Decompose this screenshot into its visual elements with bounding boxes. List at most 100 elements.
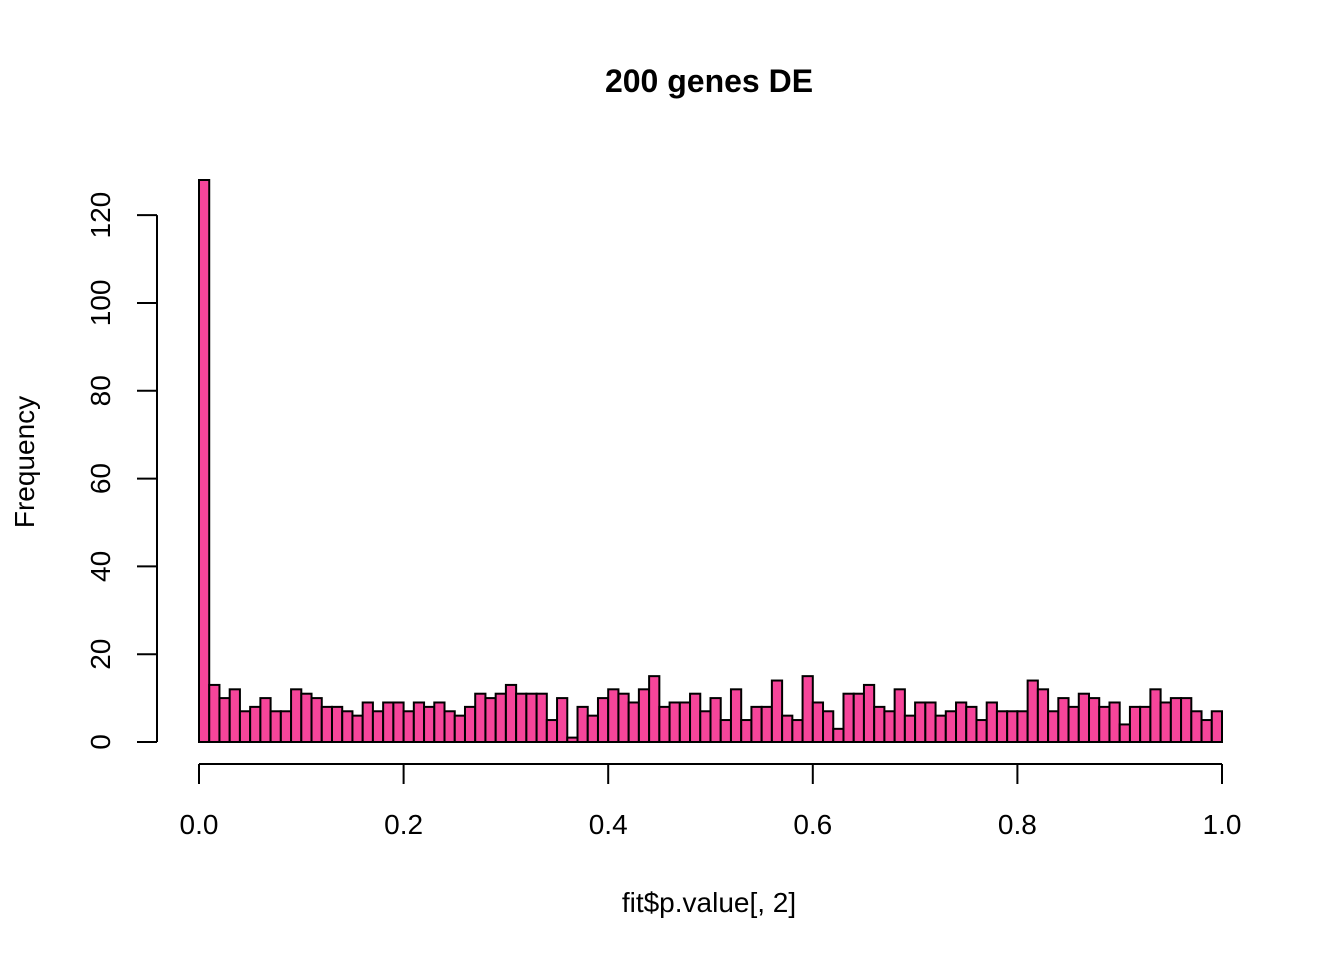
- histogram-bar: [637, 688, 651, 743]
- histogram-bar: [423, 705, 436, 743]
- histogram-bar: [330, 705, 344, 743]
- y-axis-label: Frequency: [9, 396, 40, 528]
- histogram-bar: [443, 710, 456, 743]
- histogram-bar: [402, 710, 415, 743]
- histogram-bar: [832, 727, 845, 743]
- histogram-bar: [1200, 719, 1213, 743]
- histogram-bar: [944, 710, 958, 743]
- histogram-bar: [474, 692, 487, 743]
- histogram-bar: [1067, 705, 1080, 743]
- histogram-bar: [1077, 692, 1091, 743]
- histogram-bar: [607, 688, 620, 743]
- histogram-bar: [412, 701, 426, 743]
- x-tick-label: 0.8: [998, 809, 1037, 840]
- histogram-bar: [504, 683, 518, 743]
- histogram-bar: [1169, 697, 1183, 743]
- histogram-bar: [1026, 679, 1039, 743]
- histogram-bar: [699, 710, 712, 743]
- histogram-bar: [760, 705, 773, 743]
- histogram-bar: [627, 701, 640, 743]
- histogram-bar: [1118, 723, 1131, 743]
- histogram-bar: [822, 710, 835, 743]
- y-tick-label: 20: [85, 639, 116, 670]
- histogram-bar: [556, 697, 569, 743]
- histogram-bar: [269, 710, 282, 743]
- y-tick-label: 80: [85, 375, 116, 406]
- histogram-bar: [985, 701, 998, 743]
- histogram-bar: [545, 719, 559, 743]
- histogram-bar: [535, 692, 548, 743]
- histogram-bar: [729, 688, 743, 743]
- y-tick-label: 120: [85, 192, 116, 239]
- histogram-bar: [249, 705, 262, 743]
- histogram-bar: [852, 692, 865, 743]
- histogram-bar: [279, 710, 293, 743]
- histogram-bar: [811, 701, 825, 743]
- histogram-bar: [903, 714, 917, 743]
- histogram-bar: [341, 710, 354, 743]
- histogram-bar: [208, 683, 221, 743]
- histogram-bar: [494, 692, 507, 743]
- histogram-bar: [576, 705, 589, 743]
- histogram-bar: [709, 697, 722, 743]
- histogram-bar: [310, 697, 323, 743]
- histogram-bar: [719, 719, 732, 743]
- histogram-bar: [648, 675, 661, 743]
- histogram-bar: [617, 692, 630, 743]
- histogram-bar: [965, 705, 978, 743]
- histogram-bar: [883, 710, 896, 743]
- histogram-bar: [433, 701, 446, 743]
- histogram-bar: [740, 719, 753, 743]
- histogram-bar: [689, 692, 702, 743]
- histogram-bar: [371, 710, 385, 743]
- x-tick-label: 0.6: [793, 809, 832, 840]
- histogram-bar: [1057, 697, 1070, 743]
- histogram-bar: [1139, 705, 1152, 743]
- histogram-bar: [1098, 705, 1111, 743]
- histogram-bar: [453, 714, 466, 743]
- y-tick-label: 60: [85, 463, 116, 494]
- histogram-bar: [1036, 688, 1050, 743]
- histogram-bar: [668, 701, 681, 743]
- x-tick-label: 0.0: [180, 809, 219, 840]
- histogram-bar: [1006, 710, 1019, 743]
- histogram-bar: [1149, 688, 1162, 743]
- histogram-bar: [995, 710, 1009, 743]
- histogram-bar: [791, 719, 804, 743]
- x-tick-label: 0.4: [589, 809, 628, 840]
- histogram-bar: [238, 710, 252, 743]
- histogram-bar: [382, 701, 395, 743]
- histogram-bar: [1108, 701, 1121, 743]
- histogram-bar: [955, 701, 968, 743]
- histogram-bar: [893, 688, 906, 743]
- histogram-bar: [975, 719, 988, 743]
- histogram-bar: [259, 697, 272, 743]
- histogram-bar: [1159, 701, 1172, 743]
- histogram-bar: [1128, 705, 1142, 743]
- x-axis-label: fit$p.value[, 2]: [622, 887, 796, 918]
- y-axis: 0 20 40 60 80 100 120: [85, 192, 158, 750]
- histogram-bar: [1047, 710, 1060, 743]
- y-tick-label: 0: [85, 734, 116, 750]
- histogram-bar: [586, 714, 599, 743]
- histogram-bar: [781, 714, 794, 743]
- histogram-bar: [463, 705, 477, 743]
- y-tick-label: 40: [85, 551, 116, 582]
- chart-title: 200 genes DE: [605, 63, 813, 99]
- histogram-bar: [484, 697, 497, 743]
- histogram-bar: [351, 714, 364, 743]
- x-tick-label: 1.0: [1203, 809, 1242, 840]
- histogram-bar: [934, 714, 947, 743]
- x-axis: 0.0 0.2 0.4 0.6 0.8 1.0: [180, 763, 1242, 840]
- histogram-bar: [1180, 697, 1193, 743]
- histogram-bar: [320, 705, 333, 743]
- histogram-bar: [862, 683, 876, 743]
- histogram-bar: [842, 692, 855, 743]
- histogram-bar: [1088, 697, 1101, 743]
- histogram-bar: [801, 675, 814, 743]
- histogram-bar: [392, 701, 405, 743]
- histogram-bar: [515, 692, 528, 743]
- bars-group: [198, 179, 1224, 743]
